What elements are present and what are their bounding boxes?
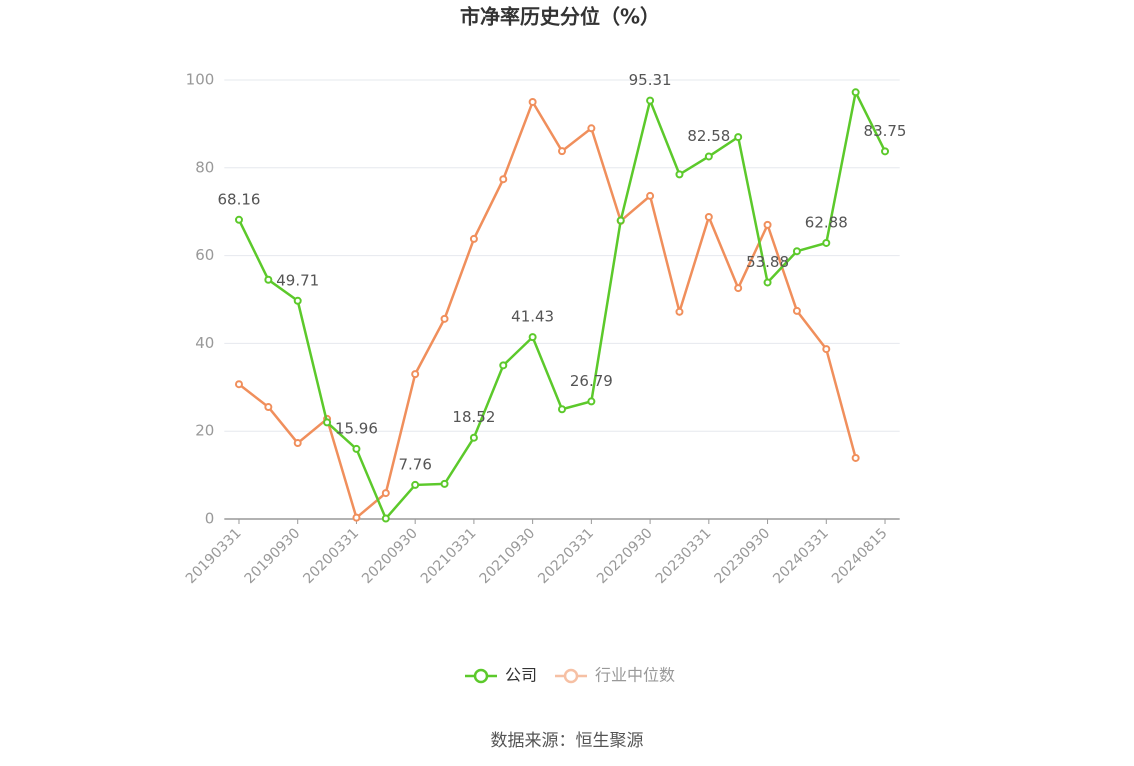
point: [851, 453, 860, 462]
point: [558, 405, 566, 414]
point: [822, 345, 831, 354]
data-label: 82.58: [687, 127, 730, 145]
point: [440, 479, 449, 488]
source: 数据来源：恒生聚源: [491, 731, 644, 751]
y-tick-label: 20: [195, 422, 214, 440]
y-tick-label: 60: [195, 246, 214, 264]
x-tick-label: 20200331: [300, 525, 362, 587]
point: [734, 133, 743, 142]
x-tick-label: 20240815: [829, 525, 891, 587]
point: [792, 306, 801, 315]
data-label: 49.71: [276, 271, 319, 289]
point: [293, 296, 302, 305]
point: [675, 170, 684, 179]
point: [704, 152, 713, 161]
x-tick-label: 20210930: [477, 525, 539, 587]
data-label: 62.88: [805, 213, 848, 231]
point: [587, 397, 596, 406]
y-tick-label: 40: [195, 334, 214, 352]
x-tick-label: 20200930: [359, 525, 421, 587]
y-tick-label: 0: [205, 510, 215, 528]
point: [440, 314, 449, 323]
point: [881, 147, 890, 156]
point: [646, 96, 655, 105]
point: [558, 147, 566, 156]
point: [469, 433, 478, 442]
x-tick-label: 20210331: [418, 525, 480, 587]
point: [234, 215, 243, 224]
point: [734, 284, 743, 293]
x-tick-label: 20190331: [183, 525, 245, 587]
data-label: 95.31: [629, 71, 672, 89]
legend-label: 行业中位数: [595, 666, 675, 685]
legend-marker: [473, 668, 489, 684]
x-tick-label: 20190930: [242, 525, 304, 587]
point: [499, 361, 508, 370]
point: [293, 439, 302, 448]
x-tick-label: 20240331: [770, 525, 832, 587]
x-tick-label: 20230930: [712, 525, 774, 587]
point: [763, 220, 772, 229]
point: [528, 97, 537, 106]
legend-marker: [563, 668, 579, 684]
y-tick-label: 100: [186, 71, 215, 89]
point: [499, 175, 508, 184]
point: [234, 380, 243, 389]
point: [352, 513, 361, 522]
data-label: 53.88: [746, 253, 789, 271]
point: [469, 234, 478, 243]
point: [587, 124, 596, 133]
point: [264, 403, 273, 412]
point: [616, 216, 625, 225]
point: [381, 489, 390, 498]
point: [381, 514, 390, 523]
data-label: 83.75: [864, 122, 907, 140]
x-tick-label: 20230331: [653, 525, 715, 587]
chart-title: 市净率历史分位（%）: [460, 5, 660, 29]
data-label: 41.43: [511, 308, 554, 326]
y-tick-label: 80: [195, 158, 214, 176]
point: [704, 212, 713, 221]
data-label: 7.76: [398, 455, 431, 473]
point: [528, 333, 537, 342]
series-line: [237, 88, 887, 521]
legend-label: 公司: [505, 666, 537, 685]
point: [411, 480, 420, 489]
data-label: 68.16: [218, 190, 261, 208]
x-tick-label: 20220930: [594, 525, 656, 587]
point: [851, 88, 860, 97]
series-line: [238, 99, 857, 520]
point: [352, 444, 361, 453]
point: [822, 238, 831, 247]
data-label: 26.79: [570, 372, 613, 390]
point: [792, 247, 801, 256]
point: [264, 275, 273, 284]
point: [763, 278, 772, 287]
data-label: 15.96: [335, 419, 378, 437]
point: [411, 370, 420, 379]
data-label: 18.52: [452, 408, 495, 426]
x-tick-label: 20220331: [535, 525, 597, 587]
point: [323, 418, 332, 427]
point: [646, 191, 655, 200]
point: [675, 307, 684, 316]
